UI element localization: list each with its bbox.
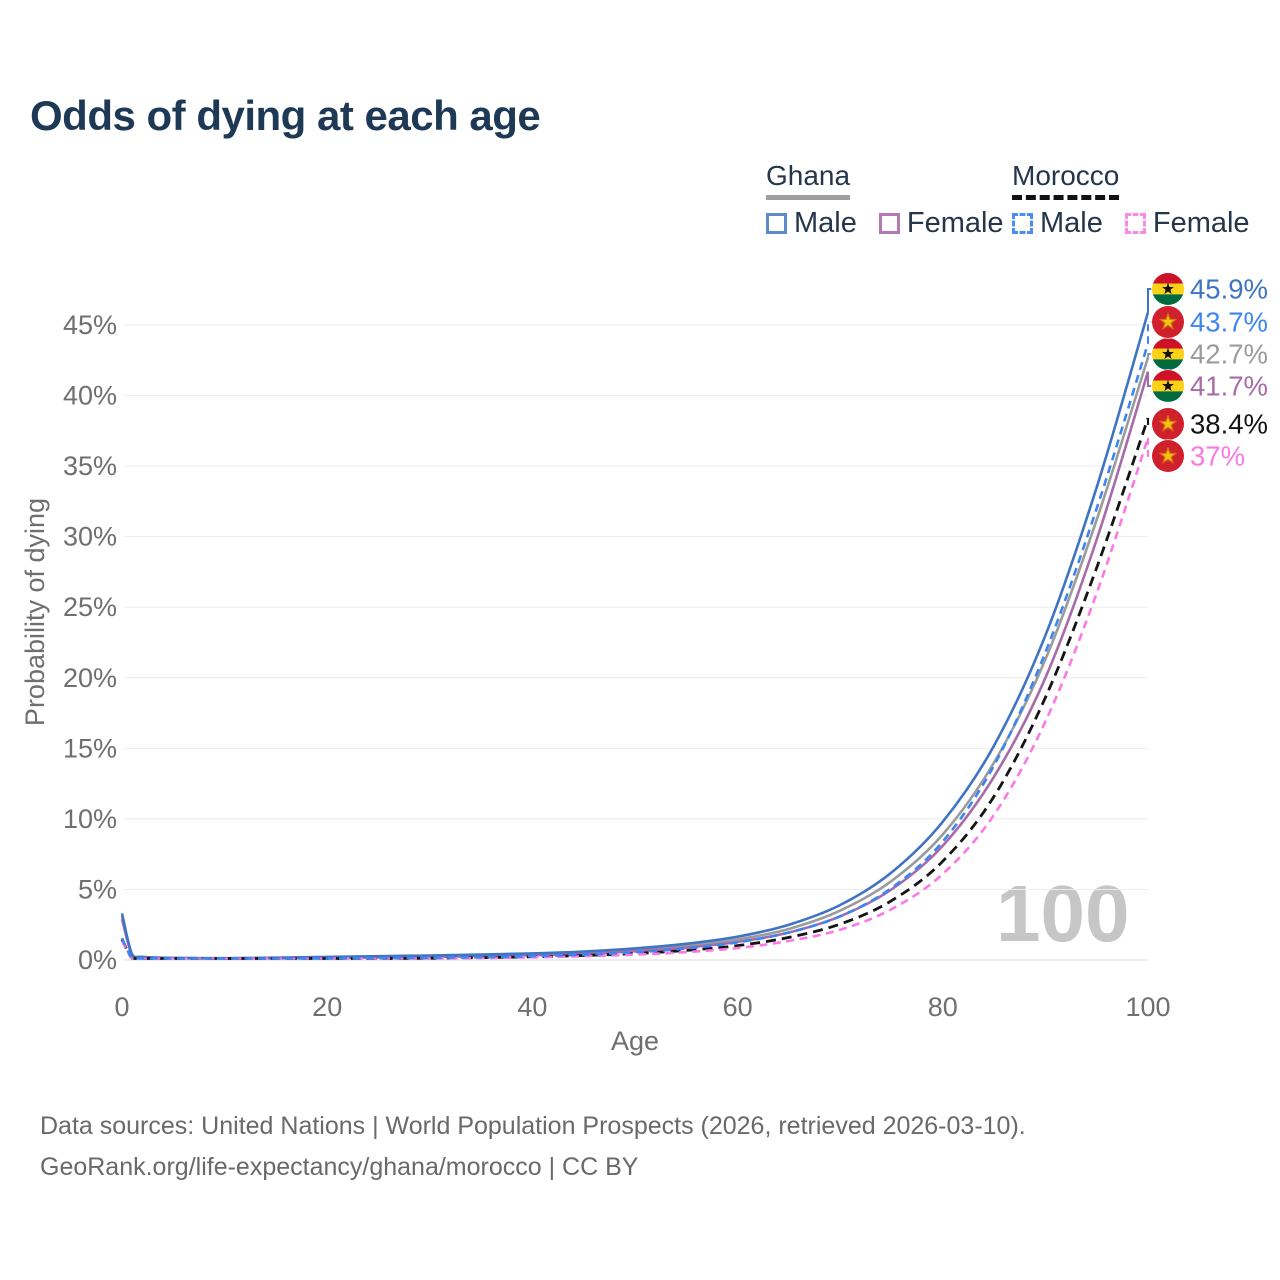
footer: Data sources: United Nations | World Pop… (40, 1106, 1026, 1188)
y-tick-label: 5% (78, 874, 117, 904)
morocco-flag-icon (1151, 305, 1185, 339)
series-line-ghana-male (120, 311, 1150, 960)
legend-header-morocco: Morocco (1012, 160, 1120, 200)
footer-attribution: GeoRank.org/life-expectancy/ghana/morocc… (40, 1153, 639, 1181)
legend-group-morocco: Morocco Male Female (1012, 160, 1250, 240)
morocco-male-line-swatch-icon (1012, 213, 1033, 234)
footer-data-sources: Data sources: United Nations | World Pop… (40, 1112, 1026, 1140)
age-watermark: 100 (996, 869, 1130, 958)
end-value-label: 42.7% (1190, 339, 1268, 370)
legend-label-morocco-male: Male (1040, 207, 1103, 239)
morocco-female-line-swatch-icon (1124, 213, 1146, 234)
x-tick-label: 0 (114, 992, 129, 1022)
y-tick-label: 35% (63, 451, 117, 481)
ghana-flag-icon (1151, 272, 1185, 306)
end-value-label: 41.7% (1190, 371, 1268, 402)
end-value-label: 38.4% (1190, 409, 1268, 440)
x-axis-title: Age (611, 1026, 659, 1056)
end-value-label: 37% (1190, 441, 1245, 472)
series-line-ghana-female (120, 371, 1150, 960)
legend-item-morocco-female: Female (1124, 207, 1250, 240)
series-line-morocco-female (120, 437, 1150, 960)
x-tick-label: 40 (517, 992, 547, 1022)
y-axis-title: Probability of dying (20, 498, 50, 726)
legend-group-ghana: Ghana Male Female (766, 160, 1004, 240)
legend-item-ghana-male: Male (766, 207, 857, 240)
y-tick-label: 45% (63, 310, 117, 340)
x-tick-label: 60 (723, 992, 753, 1022)
legend-items-morocco: Male Female (1012, 207, 1250, 240)
end-value-label: 45.9% (1190, 274, 1268, 305)
end-label-leader (1147, 418, 1154, 425)
legend-item-ghana-female: Female (878, 207, 1004, 240)
series-line-morocco-both-sexes (120, 417, 1150, 960)
y-tick-label: 15% (63, 733, 117, 763)
legend-label-morocco-female: Female (1152, 207, 1250, 239)
legend-label-ghana-female: Female (906, 207, 1004, 239)
y-tick-label: 40% (63, 381, 117, 411)
legend-header-ghana: Ghana (766, 160, 851, 200)
ghana-flag-icon (1151, 369, 1185, 403)
end-value-label: 43.7% (1190, 307, 1268, 338)
ghana-female-line-swatch-icon (878, 213, 900, 234)
legend-label-ghana-male: Male (794, 207, 857, 239)
y-tick-label: 20% (63, 663, 117, 693)
page-title: Odds of dying at each age (30, 92, 541, 139)
morocco-flag-icon (1151, 439, 1185, 473)
y-tick-label: 0% (78, 945, 117, 975)
ghana-flag-icon (1151, 337, 1185, 371)
x-tick-label: 80 (928, 992, 958, 1022)
ghana-male-line-swatch-icon (766, 213, 787, 234)
legend-item-morocco-male: Male (1012, 207, 1103, 240)
x-tick-label: 100 (1125, 992, 1170, 1022)
legend-items-ghana: Male Female (766, 207, 1004, 240)
y-tick-label: 30% (63, 522, 117, 552)
x-tick-label: 20 (312, 992, 342, 1022)
series-line-ghana-both-sexes (120, 357, 1150, 960)
y-tick-label: 10% (63, 804, 117, 834)
end-label-leader (1147, 437, 1154, 457)
morocco-flag-icon (1151, 407, 1185, 441)
series-line-morocco-male (120, 342, 1150, 960)
y-tick-label: 25% (63, 592, 117, 622)
